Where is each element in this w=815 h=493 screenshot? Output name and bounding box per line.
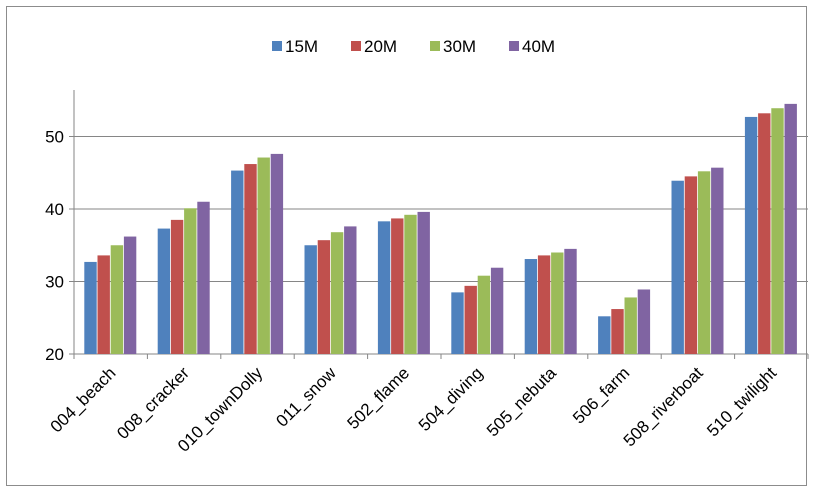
bar-40M-510_twilight [784, 103, 797, 354]
x-tick-label: 508_riverboat [620, 363, 707, 450]
bar-20M-010_townDolly [244, 164, 257, 354]
bar-15M-004_beach [84, 261, 97, 354]
bar-30M-010_townDolly [257, 157, 270, 354]
bar-30M-008_cracker [184, 208, 197, 354]
bar-20M-004_beach [97, 255, 110, 354]
legend-label-15M: 15M [285, 37, 318, 56]
bar-40M-011_snow [344, 226, 357, 354]
bar-30M-510_twilight [771, 108, 784, 354]
bar-15M-502_flame [377, 221, 391, 354]
bar-20M-510_twilight [758, 113, 771, 354]
bar-40M-505_nebuta [564, 248, 577, 354]
bar-40M-506_farm [637, 289, 651, 354]
bar-30M-505_nebuta [551, 252, 564, 354]
bar-15M-508_riverboat [671, 180, 684, 354]
x-tick-label: 510_twilight [703, 363, 780, 440]
bar-30M-502_flame [404, 214, 417, 354]
bar-20M-506_farm [611, 309, 624, 354]
bar-20M-505_nebuta [537, 255, 551, 354]
y-tick-label: 50 [45, 128, 64, 147]
bar-15M-011_snow [304, 245, 317, 354]
x-tick-label: 504_diving [415, 363, 487, 435]
bar-30M-508_riverboat [697, 171, 711, 354]
bar-15M-510_twilight [744, 116, 758, 354]
bar-40M-004_beach [123, 236, 137, 354]
x-tick-label: 506_farm [569, 363, 633, 427]
bar-40M-508_riverboat [711, 167, 724, 354]
legend-swatch-40M [509, 41, 519, 51]
x-tick-label: 502_flame [344, 363, 414, 433]
bar-20M-502_flame [391, 218, 404, 354]
bar-40M-008_cracker [197, 201, 210, 354]
x-tick-label: 004_beach [47, 363, 120, 436]
bar-30M-504_diving [477, 275, 491, 354]
bar-40M-504_diving [490, 267, 504, 354]
bar-30M-506_farm [624, 297, 637, 354]
bar-20M-508_riverboat [684, 176, 698, 354]
bar-30M-004_beach [110, 245, 124, 354]
legend-swatch-30M [430, 41, 440, 51]
bar-15M-506_farm [598, 316, 611, 354]
bar-20M-011_snow [317, 240, 331, 354]
bar-15M-504_diving [451, 292, 464, 354]
legend-label-40M: 40M [522, 37, 555, 56]
x-tick-label: 505_nebuta [483, 363, 560, 440]
legend-swatch-15M [272, 41, 282, 51]
bar-15M-008_cracker [157, 228, 171, 354]
bar-30M-011_snow [330, 232, 344, 354]
bar-15M-505_nebuta [524, 259, 538, 354]
bar-20M-008_cracker [170, 219, 184, 354]
bar-20M-504_diving [464, 285, 477, 354]
y-tick-label: 20 [45, 345, 64, 364]
bar-40M-010_townDolly [270, 153, 284, 354]
legend-label-20M: 20M [364, 37, 397, 56]
bar-40M-502_flame [417, 211, 430, 354]
x-tick-label: 011_snow [272, 363, 340, 431]
y-tick-label: 40 [45, 200, 64, 219]
x-tick-label: 008_cracker [113, 363, 193, 443]
legend-label-30M: 30M [443, 37, 476, 56]
bar-15M-010_townDolly [231, 170, 244, 354]
y-tick-label: 30 [45, 273, 64, 292]
legend-swatch-20M [351, 41, 361, 51]
